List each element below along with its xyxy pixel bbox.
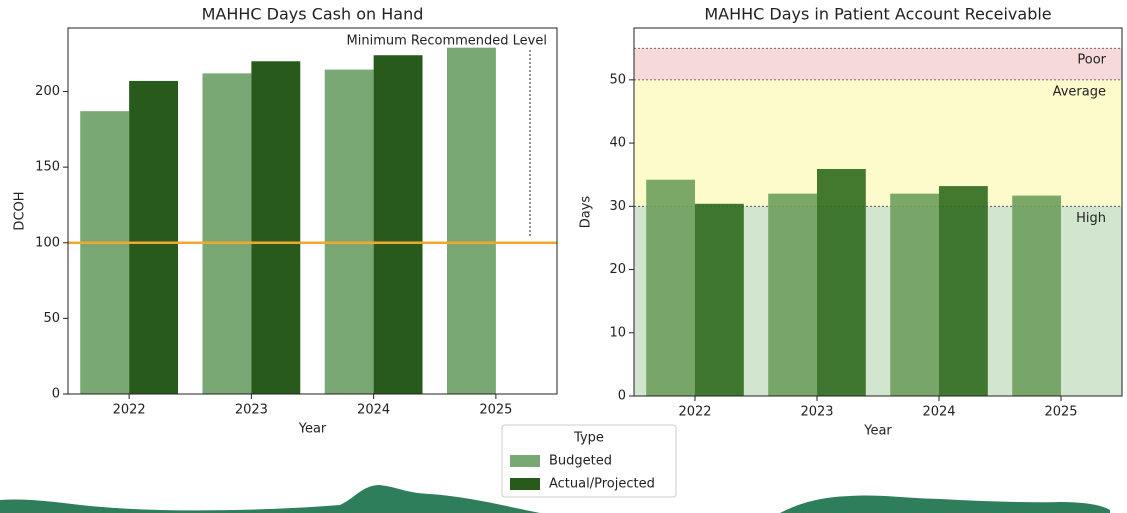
band-label: Average xyxy=(1053,84,1106,99)
decorative-hills xyxy=(0,485,1110,513)
x-axis-label: Year xyxy=(298,422,327,437)
legend-title: Type xyxy=(573,431,604,446)
legend-swatch xyxy=(510,455,540,467)
x-tick-label: 2024 xyxy=(357,403,390,418)
legend-swatch xyxy=(510,478,540,490)
bar xyxy=(373,55,423,394)
bar xyxy=(695,203,744,396)
y-tick-label: 150 xyxy=(35,160,60,175)
legend-label: Actual/Projected xyxy=(549,477,655,492)
x-tick-label: 2023 xyxy=(235,403,268,418)
chart-title: MAHHC Days Cash on Hand xyxy=(202,5,424,24)
band xyxy=(634,79,1122,207)
x-tick-label: 2022 xyxy=(113,403,146,418)
y-axis-label: DCOH xyxy=(13,191,28,230)
legend-box xyxy=(501,424,677,498)
x-tick-label: 2023 xyxy=(800,405,833,420)
plot-frame xyxy=(633,27,1123,397)
band xyxy=(634,48,1122,80)
bar xyxy=(1012,195,1061,396)
bar xyxy=(80,111,130,394)
y-axis-label: Days xyxy=(579,196,594,229)
bar xyxy=(768,193,817,396)
y-tick-label: 20 xyxy=(609,262,626,277)
bar xyxy=(939,186,988,396)
x-tick-label: 2022 xyxy=(678,405,711,420)
y-tick-label: 40 xyxy=(609,136,626,151)
bar xyxy=(890,193,939,396)
y-tick-label: 100 xyxy=(35,235,60,250)
y-tick-label: 200 xyxy=(35,84,60,99)
x-tick-label: 2024 xyxy=(922,405,955,420)
bar xyxy=(646,179,695,396)
reference-label: Minimum Recommended Level xyxy=(347,34,547,49)
y-tick-label: 0 xyxy=(52,387,60,402)
y-tick-label: 10 xyxy=(609,325,626,340)
bar xyxy=(324,69,374,394)
bar xyxy=(251,61,301,394)
x-tick-label: 2025 xyxy=(479,403,512,418)
bar xyxy=(129,80,179,394)
y-tick-label: 0 xyxy=(618,389,626,404)
x-axis-label: Year xyxy=(863,424,892,439)
band-label: High xyxy=(1076,211,1106,226)
legend-label: Budgeted xyxy=(549,454,612,469)
y-tick-label: 50 xyxy=(43,311,60,326)
y-tick-label: 50 xyxy=(609,72,626,87)
y-tick-label: 30 xyxy=(609,199,626,214)
band-label: Poor xyxy=(1077,53,1106,68)
bar xyxy=(202,73,252,395)
plot-frame xyxy=(67,27,558,395)
x-tick-label: 2025 xyxy=(1044,405,1077,420)
bar xyxy=(446,47,496,394)
chart-title: MAHHC Days in Patient Account Receivable xyxy=(704,5,1051,24)
bar xyxy=(817,169,866,396)
